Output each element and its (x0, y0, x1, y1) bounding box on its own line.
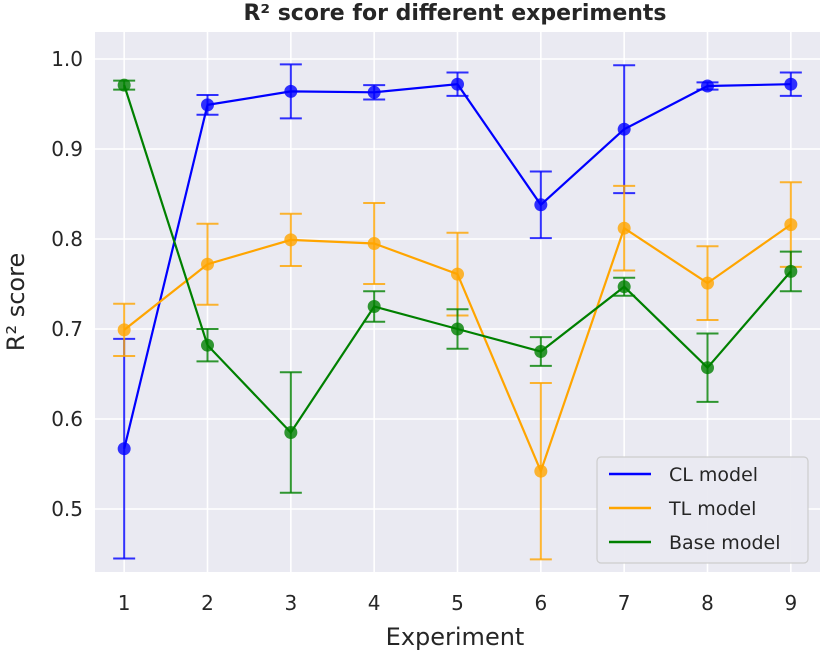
x-axis-label: Experiment (386, 623, 525, 651)
x-tick-label: 6 (534, 591, 547, 615)
tl-model-point (617, 221, 631, 235)
tl-model-point (284, 233, 298, 247)
legend-tl-model-label: TL model (668, 498, 756, 520)
tl-model-point (784, 218, 798, 232)
x-tick-label: 5 (451, 591, 464, 615)
base-model-point (534, 345, 548, 358)
cl-model-point (701, 79, 714, 93)
tl-model-point (201, 257, 214, 271)
cl-model-point (451, 77, 464, 91)
base-model-point (784, 264, 798, 278)
x-tick-label: 9 (784, 591, 797, 615)
base-model-point (451, 322, 464, 336)
tl-model-point (367, 237, 381, 250)
chart-title: R² score for different experiments (243, 1, 666, 26)
tl-model-point (451, 267, 464, 281)
y-axis-label: R² score (2, 253, 30, 351)
y-tick-label: 0.8 (51, 227, 83, 251)
base-model-point (617, 280, 631, 294)
x-tick-label: 2 (201, 591, 214, 615)
legend-base-model-label: Base model (669, 532, 780, 554)
y-tick-label: 0.9 (51, 137, 83, 161)
cl-model-point (201, 98, 214, 112)
tl-model-point (117, 323, 131, 337)
base-model-point (284, 426, 298, 439)
base-model-point (367, 300, 381, 313)
x-tick-label: 3 (284, 591, 297, 615)
data-points (117, 77, 798, 478)
base-model-point (201, 338, 214, 352)
x-tick-label: 8 (701, 591, 714, 615)
cl-model-point (784, 77, 798, 91)
y-tick-label: 0.6 (51, 407, 83, 431)
base-model-point (701, 361, 714, 375)
x-tick-label: 4 (368, 591, 381, 615)
y-tick-label: 0.5 (51, 497, 83, 521)
x-tick-label: 1 (118, 591, 131, 615)
cl-model-point (617, 122, 631, 136)
legend-box (596, 456, 809, 564)
y-tick-label: 0.7 (51, 317, 83, 341)
cl-model-point (367, 85, 381, 99)
legend-cl-model-label: CL model (669, 464, 758, 486)
cl-model-point (284, 84, 298, 98)
cl-model-point (534, 198, 548, 212)
base-model-point (117, 78, 131, 92)
x-tick-label: 7 (618, 591, 631, 615)
cl-model-point (117, 442, 131, 456)
tl-model-point (534, 464, 548, 478)
legend: CL model TL model Base model (596, 456, 809, 564)
y-tick-label: 1.0 (51, 47, 83, 71)
tl-model-point (701, 276, 714, 290)
tick-labels: 0.5 0.6 0.7 0.8 0.9 1.0 1 2 3 4 5 6 7 8 9 (51, 47, 797, 615)
